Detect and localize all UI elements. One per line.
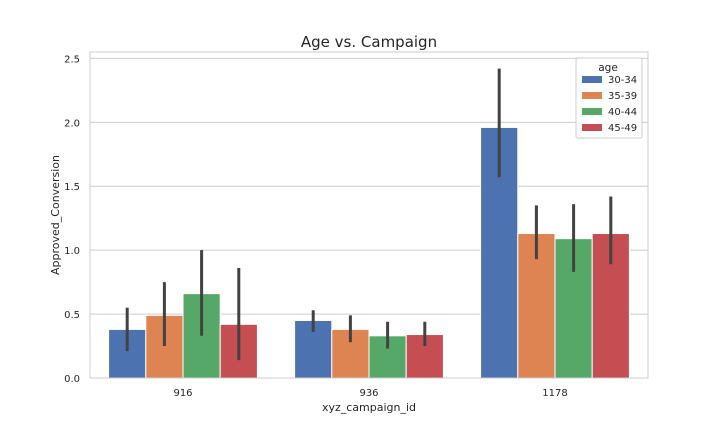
y-tick-label: 1.5 (64, 182, 80, 193)
x-axis-label: xyz_campaign_id (322, 401, 416, 414)
error-bars-layer (125, 68, 613, 361)
legend-swatch-45-49 (582, 124, 602, 131)
y-tick-label: 0.5 (64, 310, 80, 321)
x-tick-label: 1178 (542, 388, 567, 399)
plot-frame (89, 51, 649, 379)
chart-title: Age vs. Campaign (301, 33, 437, 51)
legend-swatch-35-39 (582, 92, 602, 99)
y-tick-label: 1.0 (64, 246, 80, 257)
x-tick-labels: 916 936 1178 (173, 388, 567, 399)
legend-title: age (598, 62, 618, 74)
legend-label: 40-44 (608, 107, 637, 118)
y-tick-label: 2.5 (64, 54, 80, 65)
y-tick-label: 2.0 (64, 118, 80, 129)
legend-swatch-30-34 (582, 76, 602, 83)
legend-swatch-40-44 (582, 108, 602, 115)
y-tick-label: 0.0 (64, 374, 80, 385)
legend-label: 45-49 (608, 123, 637, 134)
legend-label: 30-34 (608, 75, 637, 86)
y-tick-labels: 0.0 0.5 1.0 1.5 2.0 2.5 (64, 54, 80, 385)
legend-label: 35-39 (608, 91, 637, 102)
y-axis-label: Approved_Conversion (49, 155, 62, 275)
bars-layer (108, 126, 630, 379)
legend: age 30-34 35-39 40-44 45-49 (575, 57, 643, 139)
x-tick-label: 936 (359, 388, 378, 399)
x-tick-label: 916 (173, 388, 192, 399)
